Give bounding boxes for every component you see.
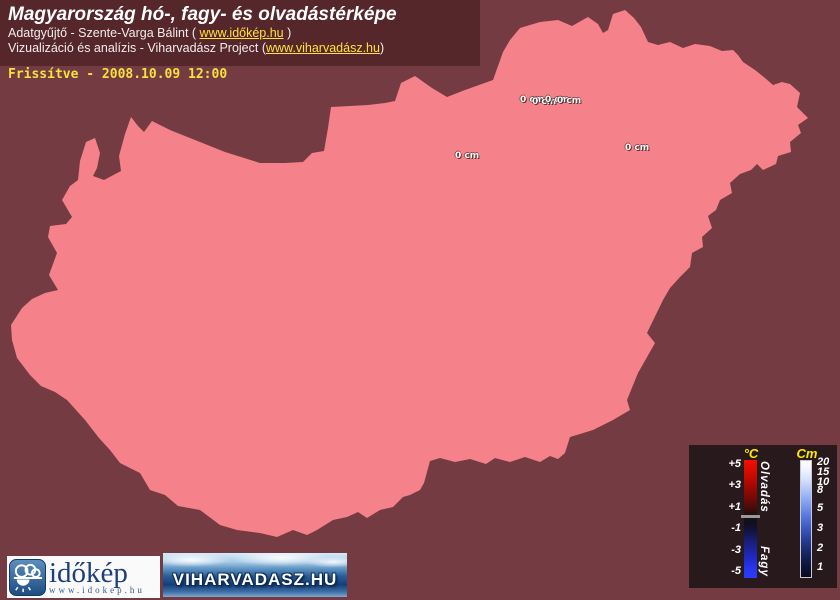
idokep-text-block: időkép www.idokep.hu bbox=[49, 559, 145, 595]
temp-tick: -3 bbox=[731, 544, 741, 556]
snow-colorbar bbox=[800, 460, 812, 578]
temp-tick: +1 bbox=[728, 501, 741, 513]
temp-tick: +3 bbox=[728, 479, 741, 491]
idokep-link[interactable]: www.időkép.hu bbox=[199, 26, 284, 40]
viz-text-suffix: ) bbox=[379, 41, 385, 55]
olvadas-label: Olvadás bbox=[758, 461, 770, 513]
temp-tick: +5 bbox=[728, 458, 741, 470]
hungary-outline bbox=[11, 10, 808, 537]
temp-tick: -5 bbox=[731, 565, 741, 577]
station-label-cluster: 0 cm bbox=[520, 95, 545, 105]
snow-tick: 10 bbox=[817, 476, 830, 488]
snow-tick: 2 bbox=[817, 542, 824, 554]
credit-text-suffix: ) bbox=[283, 26, 292, 40]
snow-tick: 1 bbox=[817, 561, 824, 573]
credit-text: Adatgyűjtő - Szente-Varga Bálint ( bbox=[8, 26, 200, 40]
header: Magyarország hó-, fagy- és olvadástérkép… bbox=[0, 0, 480, 66]
idokep-url: www.idokep.hu bbox=[49, 585, 145, 595]
zero-marker bbox=[741, 515, 760, 518]
viharvadasz-link[interactable]: www.viharvadász.hu bbox=[266, 41, 380, 55]
legend-panel: °C Cm +5 +3 +1 -1 -3 -5 20 15 10 8 5 3 2… bbox=[689, 445, 837, 588]
station-label-cluster: 0 cm bbox=[557, 96, 582, 106]
updated-timestamp: Frissítve - 2008.10.09 12:00 bbox=[8, 67, 228, 82]
snow-tick: 20 bbox=[817, 456, 830, 468]
idokep-wordmark: időkép bbox=[49, 557, 128, 589]
temp-tick: -1 bbox=[731, 522, 741, 534]
viharvadasz-logo[interactable]: VIHARVADASZ.HU bbox=[163, 553, 347, 597]
viharvadasz-wordmark: VIHARVADASZ.HU bbox=[172, 570, 338, 589]
station-label-cluster: 0 cm bbox=[532, 97, 557, 107]
page-title: Magyarország hó-, fagy- és olvadástérkép… bbox=[8, 4, 397, 25]
idokep-logo[interactable]: időkép www.idokep.hu bbox=[7, 556, 160, 598]
credit-line: Adatgyűjtő - Szente-Varga Bálint ( www.i… bbox=[8, 26, 480, 41]
fagy-label: Fagy bbox=[758, 546, 770, 577]
snow-tick: 8 bbox=[817, 484, 824, 496]
viz-line: Vizualizáció és analízis - Viharvadász P… bbox=[8, 41, 480, 56]
temp-unit-label: °C bbox=[743, 446, 759, 461]
station-label: 0 cm bbox=[625, 143, 650, 153]
snow-unit-label: Cm bbox=[796, 446, 818, 461]
station-label-cluster: 0 cm bbox=[545, 95, 570, 105]
temp-colorbar bbox=[744, 460, 757, 578]
snow-tick: 5 bbox=[817, 502, 824, 514]
snow-tick: 3 bbox=[817, 522, 824, 534]
idokep-cloud-icon bbox=[9, 558, 46, 596]
viz-text: Vizualizáció és analízis - Viharvadász P… bbox=[8, 41, 266, 55]
station-label: 0 cm bbox=[455, 151, 480, 161]
snow-tick: 15 bbox=[817, 466, 830, 478]
